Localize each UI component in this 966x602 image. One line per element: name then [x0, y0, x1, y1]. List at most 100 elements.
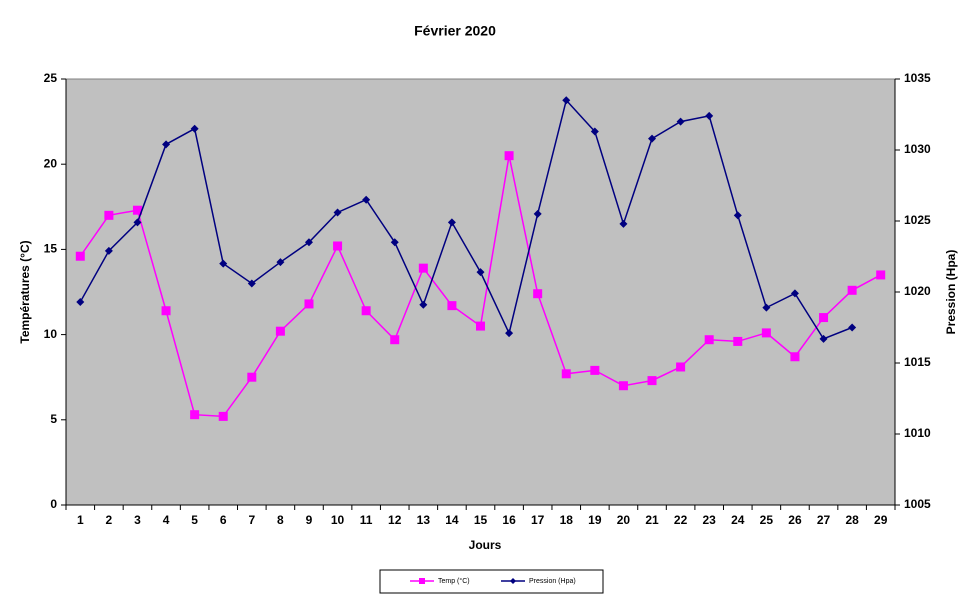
data-point [276, 258, 285, 267]
data-point [219, 259, 228, 268]
data-point [819, 334, 828, 343]
data-point [647, 376, 657, 386]
plot-area [65, 78, 896, 506]
y-tick-label: 15 [44, 242, 58, 256]
data-point [76, 297, 85, 306]
data-point [333, 208, 342, 217]
legend-label: Temp (°C) [438, 577, 470, 585]
data-point [75, 251, 85, 261]
x-tick-label: 25 [760, 513, 774, 527]
data-point [705, 111, 714, 120]
y-tick-label: 0 [50, 497, 57, 511]
x-tick-label: 19 [588, 513, 602, 527]
data-point [447, 218, 456, 227]
data-point [562, 96, 571, 105]
x-tick-label: 1 [77, 513, 84, 527]
data-point [762, 303, 771, 312]
legend-marker [419, 578, 425, 584]
x-tick-label: 28 [845, 513, 859, 527]
y2-tick-label: 1035 [904, 71, 931, 85]
x-tick-label: 14 [445, 513, 459, 527]
data-point [190, 410, 200, 420]
x-tick-label: 27 [817, 513, 831, 527]
x-tick-label: 13 [417, 513, 431, 527]
data-point [190, 124, 199, 133]
data-point [876, 270, 886, 280]
data-point [447, 301, 457, 311]
x-axis-label: Jours [469, 538, 502, 552]
x-tick-label: 26 [788, 513, 802, 527]
x-tick-label: 23 [703, 513, 717, 527]
legend-box [379, 569, 604, 594]
data-point [561, 369, 571, 379]
data-point [132, 205, 142, 215]
data-point [676, 362, 686, 372]
data-point [733, 211, 742, 220]
y2-tick-label: 1025 [904, 213, 931, 227]
data-point [505, 329, 514, 338]
y2-tick-label: 1005 [904, 497, 931, 511]
x-tick-label: 22 [674, 513, 688, 527]
x-tick-label: 20 [617, 513, 631, 527]
data-point [418, 263, 428, 273]
data-point [476, 321, 485, 331]
data-point [790, 352, 800, 362]
data-point [790, 289, 799, 298]
data-point [304, 299, 314, 309]
x-tick-label: 29 [874, 513, 888, 527]
data-point [504, 151, 514, 161]
data-point [361, 306, 371, 316]
chart-title: Février 2020 [414, 23, 496, 39]
x-tick-label: 7 [248, 513, 255, 527]
data-point [333, 241, 343, 251]
x-tick-label: 4 [163, 513, 170, 527]
data-point [476, 268, 485, 277]
x-tick-label: 6 [220, 513, 227, 527]
x-tick-label: 2 [106, 513, 113, 527]
data-point [247, 279, 256, 288]
data-point [533, 209, 542, 218]
x-tick-label: 18 [560, 513, 574, 527]
data-point [761, 328, 771, 338]
y2-tick-label: 1030 [904, 142, 931, 156]
y-tick-label: 20 [44, 156, 58, 170]
y2-axis-label: Pression (Hpa) [944, 250, 958, 335]
data-point [104, 246, 113, 255]
data-point [533, 289, 543, 299]
data-point [390, 335, 400, 345]
legend-label: Pression (Hpa) [529, 578, 576, 585]
x-tick-label: 3 [134, 513, 141, 527]
y2-tick-label: 1020 [904, 284, 931, 298]
y2-tick-label: 1015 [904, 355, 931, 369]
data-point [104, 210, 114, 220]
legend-marker [510, 578, 516, 584]
data-point [704, 335, 714, 345]
y-tick-label: 5 [50, 412, 57, 426]
data-point [619, 219, 628, 228]
data-point [133, 218, 142, 227]
data-point [162, 140, 171, 149]
x-tick-label: 24 [731, 513, 745, 527]
data-point [304, 238, 313, 247]
y-tick-label: 10 [44, 327, 58, 341]
y-axis-label: Températures (°C) [18, 240, 32, 343]
x-tick-label: 9 [306, 513, 313, 527]
data-point [676, 117, 685, 126]
data-point [590, 365, 600, 375]
data-point [390, 238, 399, 247]
data-point [419, 300, 428, 309]
data-point [848, 323, 857, 332]
x-tick-label: 15 [474, 513, 488, 527]
data-point [819, 313, 829, 323]
x-tick-label: 12 [388, 513, 402, 527]
data-point [847, 285, 857, 295]
data-point [618, 381, 628, 391]
data-point [733, 336, 743, 346]
x-tick-label: 10 [331, 513, 345, 527]
x-tick-label: 11 [360, 513, 373, 527]
data-point [590, 127, 599, 136]
legend: Temp (°C) Pression (Hpa) [379, 569, 604, 594]
x-tick-label: 8 [277, 513, 284, 527]
